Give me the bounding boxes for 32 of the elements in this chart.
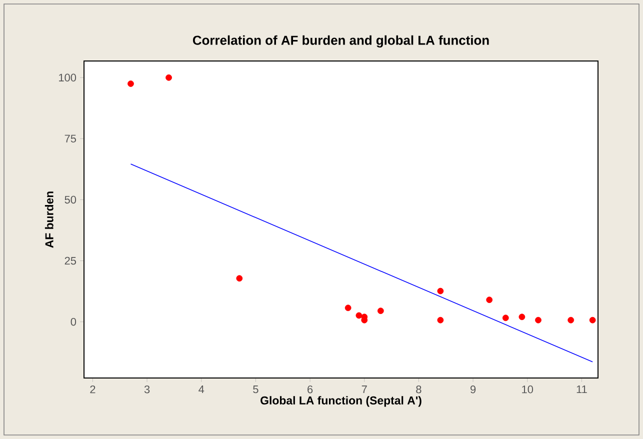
- chart-title: Correlation of AF burden and global LA function: [192, 35, 489, 48]
- point: [568, 316, 574, 324]
- point: [589, 316, 596, 324]
- point: [518, 314, 526, 320]
- x-tick-label: 8: [416, 386, 422, 394]
- x-tick-label: 4: [198, 386, 204, 394]
- y-tick-label: 0: [70, 318, 76, 326]
- point: [437, 288, 444, 294]
- x-tick-label: 9: [470, 386, 476, 394]
- x-tick-label: 10: [522, 386, 534, 394]
- x-tick-label: 7: [362, 386, 367, 394]
- point: [377, 308, 384, 314]
- x-tick-label: 3: [144, 386, 150, 394]
- y-tick-label: 75: [64, 134, 76, 142]
- y-tick-label: 50: [64, 196, 76, 204]
- point: [535, 316, 542, 324]
- x-axis-title: Global LA function (Septal A'): [260, 396, 422, 407]
- point: [356, 312, 362, 319]
- y-tick-label: 25: [64, 256, 76, 265]
- point: [437, 316, 444, 324]
- x-tick-label: 5: [253, 386, 258, 394]
- point: [166, 74, 172, 81]
- x-tick-label: 11: [576, 386, 587, 394]
- point: [344, 304, 352, 312]
- y-axis-title: AF burden: [44, 192, 54, 248]
- y-tick-label: 100: [59, 74, 76, 82]
- x-tick-label: 6: [308, 386, 313, 394]
- point: [128, 80, 134, 87]
- point: [236, 275, 243, 282]
- point: [486, 296, 493, 304]
- x-tick-label: 2: [90, 386, 96, 394]
- point: [502, 314, 509, 322]
